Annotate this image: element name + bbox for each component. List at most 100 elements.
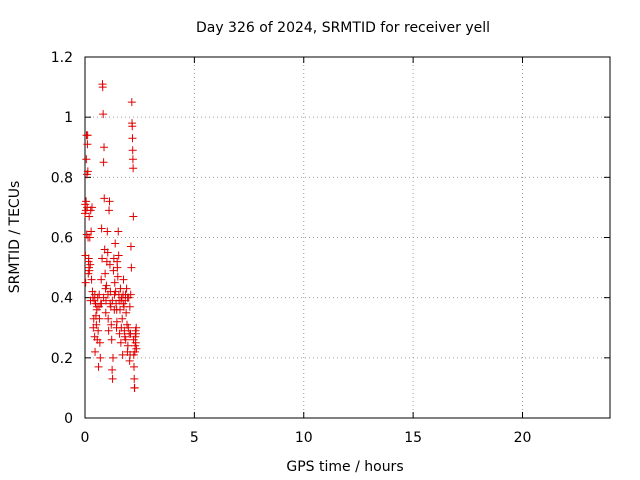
chart-title: Day 326 of 2024, SRMTID for receiver yel…	[196, 20, 490, 36]
data-point	[91, 347, 100, 356]
data-point	[108, 374, 117, 383]
data-point	[95, 314, 104, 323]
data-point	[104, 326, 113, 335]
data-point	[109, 353, 117, 362]
data-point	[97, 299, 106, 308]
data-point	[119, 299, 128, 308]
data-point	[118, 350, 127, 359]
data-point	[104, 314, 113, 323]
data-points	[81, 80, 141, 392]
data-point	[82, 155, 91, 164]
data-point	[99, 110, 108, 119]
data-point	[87, 227, 96, 236]
data-point	[127, 263, 136, 272]
data-point	[94, 326, 103, 335]
y-tick-label: 0.2	[51, 351, 73, 367]
y-tick-label: 1.2	[51, 50, 73, 66]
x-tick-label: 5	[190, 430, 199, 446]
y-tick-label: 0	[64, 411, 73, 427]
grid-lines	[85, 57, 610, 418]
data-point	[124, 323, 133, 332]
data-point	[128, 155, 137, 164]
data-point	[81, 278, 90, 287]
data-point	[131, 338, 140, 347]
data-point	[126, 290, 135, 299]
data-point	[130, 362, 138, 371]
data-point	[101, 308, 110, 317]
data-point	[110, 278, 119, 287]
data-point	[112, 305, 121, 314]
data-point	[105, 206, 114, 215]
data-point	[96, 353, 105, 362]
data-point	[99, 293, 108, 302]
data-point	[132, 344, 141, 353]
data-point	[108, 365, 117, 374]
data-point	[102, 281, 111, 290]
data-point	[97, 275, 106, 284]
data-point	[83, 167, 92, 176]
data-point	[94, 362, 103, 371]
data-point	[113, 272, 122, 281]
data-point	[95, 290, 104, 299]
data-point	[85, 266, 94, 275]
data-point	[95, 338, 104, 347]
data-point	[122, 284, 131, 293]
data-point	[121, 335, 130, 344]
data-point	[107, 320, 116, 329]
data-point	[108, 296, 117, 305]
data-point	[111, 239, 120, 248]
y-tick-label: 1	[64, 110, 73, 126]
data-point	[100, 143, 109, 152]
data-point	[83, 131, 92, 140]
data-point	[116, 338, 125, 347]
data-point	[86, 260, 95, 269]
data-point	[100, 194, 109, 203]
x-tick-label: 10	[295, 430, 313, 446]
axis-ticks: 0 0.2 0.4 0.6 0.8 1 1.2 0 5 10 15 20	[51, 50, 610, 446]
data-point	[130, 383, 139, 392]
y-tick-label: 0.4	[51, 291, 73, 307]
data-point	[130, 374, 139, 383]
data-point	[101, 269, 110, 278]
data-point	[107, 335, 116, 344]
data-point	[103, 248, 112, 257]
plot-frame	[84, 56, 611, 419]
data-point	[88, 203, 96, 212]
x-axis-label: GPS time / hours	[286, 459, 403, 475]
data-point	[118, 314, 127, 323]
data-point	[128, 146, 137, 155]
data-point	[93, 302, 102, 311]
data-point	[127, 98, 136, 107]
y-axis-label: SRMTID / TECUs	[7, 181, 23, 294]
data-point	[103, 227, 112, 236]
data-point	[125, 302, 134, 311]
data-point	[85, 233, 94, 242]
data-point	[123, 341, 132, 350]
data-point	[98, 83, 107, 92]
data-point	[128, 122, 137, 131]
data-point	[97, 224, 106, 233]
data-point	[114, 251, 123, 260]
x-tick-label: 20	[514, 430, 532, 446]
data-point	[105, 260, 114, 269]
data-point	[92, 320, 101, 329]
data-point	[84, 254, 93, 263]
data-point	[112, 317, 121, 326]
data-point	[128, 134, 137, 143]
data-point	[113, 257, 122, 266]
y-tick-label: 0.8	[51, 170, 73, 186]
data-point	[115, 329, 124, 338]
data-point	[98, 254, 107, 263]
data-point	[129, 164, 138, 173]
data-point	[126, 242, 135, 251]
data-point	[99, 158, 108, 167]
x-tick-label: 0	[81, 430, 90, 446]
data-point	[83, 140, 92, 149]
y-tick-label: 0.6	[51, 231, 73, 247]
data-point	[85, 212, 94, 221]
data-point	[105, 197, 114, 206]
data-point	[119, 275, 128, 284]
data-point	[129, 212, 138, 221]
data-point	[122, 308, 131, 317]
